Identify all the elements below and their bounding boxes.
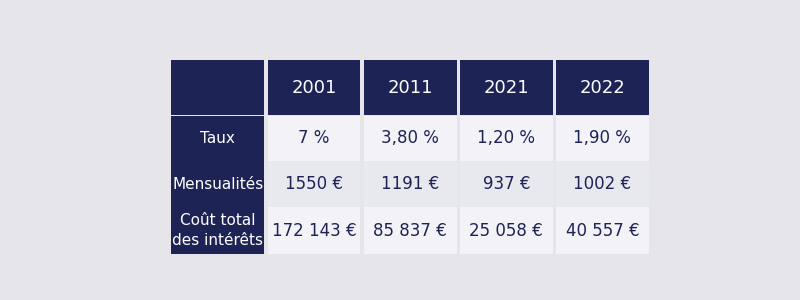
Bar: [171, 207, 264, 254]
Bar: [364, 60, 457, 115]
Bar: [364, 161, 457, 207]
Bar: [556, 60, 649, 115]
Bar: [460, 207, 553, 254]
Bar: [171, 60, 264, 115]
Bar: [364, 207, 457, 254]
Bar: [268, 60, 361, 115]
Text: 2011: 2011: [387, 79, 433, 97]
Bar: [460, 116, 553, 161]
Text: 7 %: 7 %: [298, 129, 330, 147]
Text: Coût total
des intérêts: Coût total des intérêts: [172, 213, 263, 248]
Bar: [171, 116, 264, 161]
Text: 25 058 €: 25 058 €: [470, 222, 543, 240]
Text: 1191 €: 1191 €: [381, 175, 439, 193]
Bar: [460, 60, 553, 115]
Bar: [460, 161, 553, 207]
Text: 2022: 2022: [579, 79, 626, 97]
Bar: [364, 116, 457, 161]
Bar: [556, 116, 649, 161]
Text: 2021: 2021: [483, 79, 529, 97]
Text: 85 837 €: 85 837 €: [374, 222, 447, 240]
Bar: [556, 161, 649, 207]
Bar: [556, 207, 649, 254]
Text: 1,90 %: 1,90 %: [574, 129, 631, 147]
Bar: [268, 207, 361, 254]
Bar: [171, 161, 264, 207]
Text: 1002 €: 1002 €: [574, 175, 631, 193]
Text: 937 €: 937 €: [482, 175, 530, 193]
Text: 3,80 %: 3,80 %: [382, 129, 439, 147]
Text: Mensualités: Mensualités: [172, 176, 263, 191]
Bar: [268, 116, 361, 161]
Text: Taux: Taux: [201, 131, 235, 146]
Text: 1,20 %: 1,20 %: [478, 129, 535, 147]
Bar: [268, 161, 361, 207]
Text: 40 557 €: 40 557 €: [566, 222, 639, 240]
Text: 2001: 2001: [291, 79, 337, 97]
Text: 1550 €: 1550 €: [285, 175, 343, 193]
Text: 172 143 €: 172 143 €: [272, 222, 357, 240]
